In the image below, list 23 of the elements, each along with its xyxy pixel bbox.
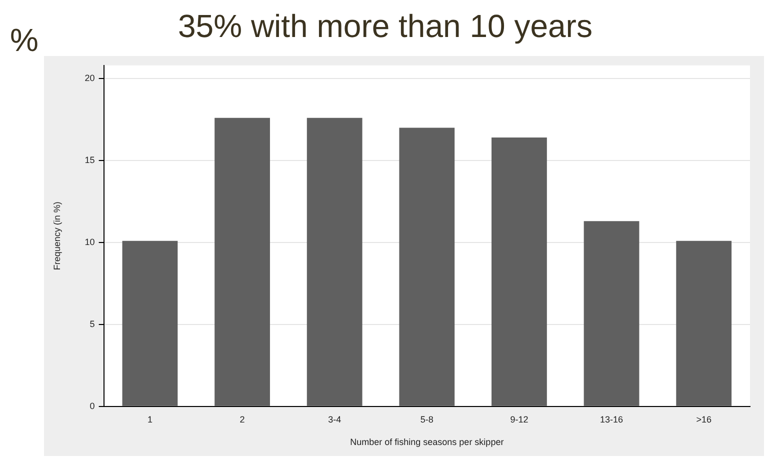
y-tick-label: 15 (84, 154, 95, 165)
bar (676, 240, 732, 406)
y-tick-label: 10 (84, 236, 95, 247)
x-tick-label: >16 (696, 414, 712, 424)
bar (214, 118, 270, 406)
bar (122, 240, 178, 406)
x-axis-title: Number of fishing seasons per skipper (350, 437, 504, 448)
x-tick-label: 5-8 (420, 414, 434, 424)
text: % (10, 22, 38, 59)
y-tick-label: 5 (90, 318, 95, 329)
x-tick-label: 9-12 (510, 414, 528, 424)
x-tick-label: 2 (240, 414, 245, 424)
y-tick-label: 0 (90, 400, 95, 411)
chart-title: 35% with more than 10 years (178, 8, 592, 45)
y-tick-label: 20 (84, 73, 95, 83)
bar (584, 221, 640, 406)
y-axis-title: Frequency (in %) (52, 202, 62, 270)
bar (399, 128, 455, 406)
bar (492, 138, 547, 406)
x-tick-label: 3-4 (328, 414, 342, 424)
x-tick-label: 13-16 (600, 414, 624, 424)
bar (306, 118, 362, 406)
x-tick-label: 1 (147, 414, 152, 424)
